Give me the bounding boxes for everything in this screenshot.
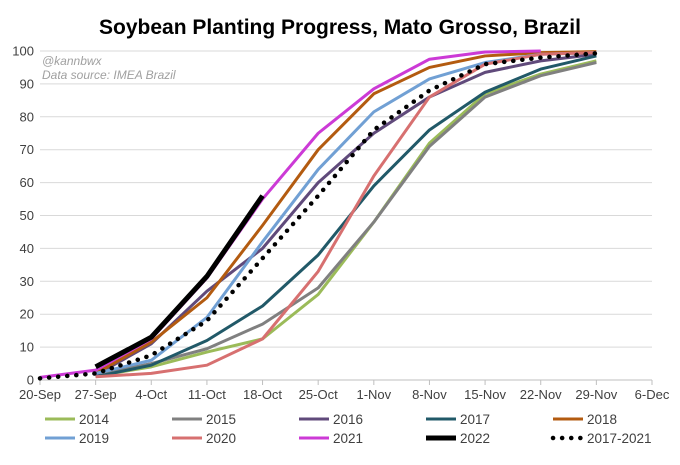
legend-label-2017-2021: 2017-2021 [587, 431, 652, 446]
x-tick-label: 29-Nov [575, 387, 617, 402]
y-tick-label: 0 [27, 373, 34, 388]
annotation-source: Data source: IMEA Brazil [42, 68, 176, 82]
x-tick-label: 6-Dec [635, 387, 670, 402]
x-tick-label: 4-Oct [135, 387, 167, 402]
series-line-2016 [94, 52, 597, 377]
series-line-2017 [95, 54, 597, 379]
legend-label-2015: 2015 [206, 412, 236, 427]
x-tick-label: 1-Nov [356, 387, 391, 402]
legend-label-2014: 2014 [79, 412, 110, 427]
y-tick-label: 50 [20, 208, 34, 223]
y-tick-label: 40 [20, 241, 34, 256]
legend-label-2022: 2022 [460, 431, 490, 446]
series-line-2015 [95, 61, 597, 377]
series-line-2017-2021 [37, 51, 599, 381]
legend-label-2017: 2017 [460, 412, 490, 427]
y-tick-label: 30 [20, 274, 34, 289]
legend-label-2021: 2021 [333, 431, 363, 446]
y-axis-ticks: 0 10 20 30 40 50 60 70 80 90 100 [12, 44, 34, 388]
series-lines [37, 49, 599, 381]
x-tick-label: 18-Oct [243, 387, 282, 402]
series-line-2022 [94, 194, 265, 370]
legend-label-2018: 2018 [587, 412, 617, 427]
y-tick-label: 70 [20, 142, 34, 157]
y-tick-label: 90 [20, 76, 34, 91]
series-line-2014 [95, 59, 597, 378]
y-tick-label: 20 [20, 307, 34, 322]
y-tick-label: 10 [20, 340, 34, 355]
legend[interactable]: 2014 2015 2016 2017 2018 2019 2020 2021 2022 2017… [45, 412, 652, 446]
x-tick-label: 27-Sep [75, 387, 117, 402]
x-tick-label: 20-Sep [19, 387, 61, 402]
y-tick-label: 100 [12, 44, 34, 59]
series-line-2018 [94, 50, 597, 375]
x-tick-label: 8-Nov [412, 387, 447, 402]
y-tick-label: 60 [20, 175, 34, 190]
x-tick-label: 22-Nov [520, 387, 562, 402]
x-tick-label: 11-Oct [188, 387, 226, 402]
annotation-handle: @kannbwx [42, 54, 103, 68]
chart-title: Soybean Planting Progress, Mato Grosso, … [99, 16, 581, 39]
y-tick-label: 80 [20, 109, 34, 124]
x-tick-label: 15-Nov [464, 387, 506, 402]
legend-label-2016: 2016 [333, 412, 363, 427]
x-axis-ticks: 20-Sep 27-Sep 4-Oct 11-Oct 18-Oct 25-Oct 1-Nov… [19, 380, 670, 402]
gridlines [40, 50, 652, 348]
x-tick-label: 25-Oct [299, 387, 338, 402]
legend-label-2020: 2020 [206, 431, 236, 446]
legend-label-2019: 2019 [79, 431, 109, 446]
